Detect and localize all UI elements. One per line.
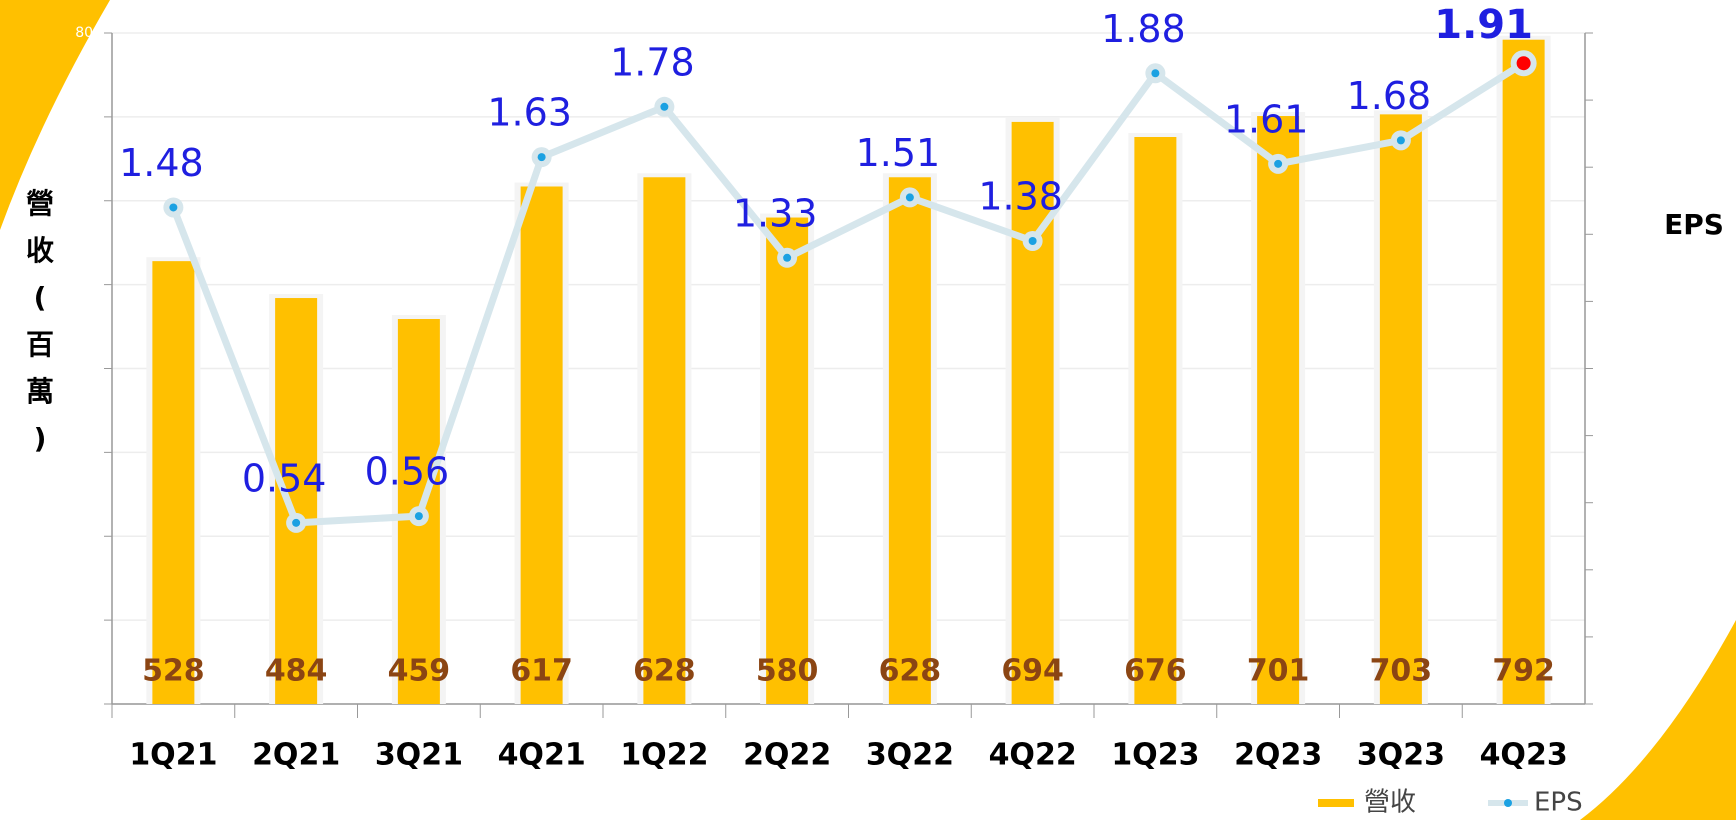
y2-tick-label: 0.6 xyxy=(1597,495,1619,511)
eps-marker xyxy=(1151,69,1159,77)
eps-value-label: 0.56 xyxy=(365,450,450,494)
eps-marker xyxy=(660,103,668,111)
x-tick-label: 1Q21 xyxy=(129,738,217,773)
y-tick-label: 300 xyxy=(75,444,102,460)
bar xyxy=(521,186,563,704)
eps-marker xyxy=(1397,136,1405,144)
eps-marker xyxy=(783,254,791,262)
bar-value-label: 628 xyxy=(879,654,942,689)
x-tick-label: 3Q22 xyxy=(866,738,954,773)
eps-value-label: 1.63 xyxy=(487,91,572,135)
x-tick-label: 1Q23 xyxy=(1111,738,1199,773)
y2-tick-label: 2 xyxy=(1597,25,1606,41)
bar xyxy=(1503,40,1545,704)
decor-bottom-right xyxy=(1580,620,1736,820)
y2-tick-label: 0.2 xyxy=(1597,629,1619,645)
x-tick-label: 4Q23 xyxy=(1480,738,1568,773)
legend-swatch xyxy=(1318,799,1354,807)
bar-value-label: 628 xyxy=(633,654,696,689)
eps-value-label: 0.54 xyxy=(242,456,327,500)
bar xyxy=(1380,114,1422,704)
eps-value-label: 1.38 xyxy=(978,175,1063,219)
bar xyxy=(766,218,808,704)
x-tick-label: 2Q22 xyxy=(743,738,831,773)
bar-value-label: 694 xyxy=(1001,654,1064,689)
y-tick-label: 0 xyxy=(93,696,102,712)
eps-value-label: 1.91 xyxy=(1434,2,1533,48)
y-tick-label: 500 xyxy=(75,277,102,293)
y2-tick-label: 0 xyxy=(1597,696,1606,712)
bar xyxy=(1134,137,1176,704)
bar-value-label: 484 xyxy=(265,654,328,689)
page: EPS 營收(百萬) 0 100 200 300 400 500 600 700 800 0 0.2 0… xyxy=(0,0,1736,820)
y-axis-label: 營收(百萬) xyxy=(26,187,54,455)
y2-tick-label: 1.4 xyxy=(1597,226,1619,242)
x-tick-label: 4Q21 xyxy=(498,738,586,773)
bar xyxy=(275,298,317,704)
eps-marker xyxy=(1274,160,1282,168)
x-tick-label: 3Q23 xyxy=(1357,738,1445,773)
y-tick-label: 400 xyxy=(75,361,102,377)
eps-value-label: 1.61 xyxy=(1224,97,1309,141)
chart: EPS 營收(百萬) 0 100 200 300 400 500 600 700 800 0 0.2 0… xyxy=(0,0,1736,820)
eps-value-label: 1.78 xyxy=(610,40,695,84)
bar-value-label: 617 xyxy=(510,654,573,689)
eps-marker xyxy=(1029,237,1037,245)
eps-value-label: 1.68 xyxy=(1347,74,1432,118)
y-tick-label: 700 xyxy=(75,109,102,125)
bar xyxy=(152,261,194,704)
eps-value-label: 1.51 xyxy=(856,131,941,175)
eps-value-label: 1.33 xyxy=(733,191,818,235)
eps-marker xyxy=(538,153,546,161)
y2-tick-label: 1.6 xyxy=(1597,159,1619,175)
bar-value-label: 701 xyxy=(1247,654,1310,689)
y-tick-label: 600 xyxy=(75,193,102,209)
y-tick-label: 200 xyxy=(75,528,102,544)
bar-value-label: 580 xyxy=(756,654,819,689)
x-tick-label: 3Q21 xyxy=(375,738,463,773)
eps-marker xyxy=(906,193,914,201)
bar xyxy=(889,177,931,704)
y-tick-label: 800 xyxy=(75,25,102,41)
y2-tick-label: 0.4 xyxy=(1597,562,1619,578)
y2-tick-label: 1 xyxy=(1597,361,1606,377)
x-tick-label: 4Q22 xyxy=(989,738,1077,773)
x-tick-label: 1Q22 xyxy=(620,738,708,773)
eps-value-label: 1.88 xyxy=(1101,7,1186,51)
eps-marker xyxy=(415,512,423,520)
eps-marker xyxy=(292,519,300,527)
y2-tick-label: 1.8 xyxy=(1597,92,1619,108)
bar-value-label: 528 xyxy=(142,654,205,689)
bar xyxy=(643,177,685,704)
y-tick-label: 100 xyxy=(75,612,102,628)
bar-value-label: 459 xyxy=(388,654,451,689)
eps-marker xyxy=(169,203,177,211)
x-tick-label: 2Q21 xyxy=(252,738,340,773)
y2-axis-label: EPS xyxy=(1664,208,1724,241)
bar-value-label: 792 xyxy=(1492,654,1555,689)
bar-value-label: 703 xyxy=(1370,654,1433,689)
y2-tick-label: 0.8 xyxy=(1597,428,1619,444)
legend-label: EPS xyxy=(1534,788,1583,818)
x-tick-label: 2Q23 xyxy=(1234,738,1322,773)
eps-marker xyxy=(1517,56,1531,70)
bar xyxy=(1257,116,1299,704)
legend-label: 營收 xyxy=(1364,788,1416,818)
bar-value-label: 676 xyxy=(1124,654,1187,689)
legend-marker xyxy=(1504,799,1512,807)
y2-tick-label: 1.2 xyxy=(1597,293,1619,309)
eps-value-label: 1.48 xyxy=(119,141,204,185)
